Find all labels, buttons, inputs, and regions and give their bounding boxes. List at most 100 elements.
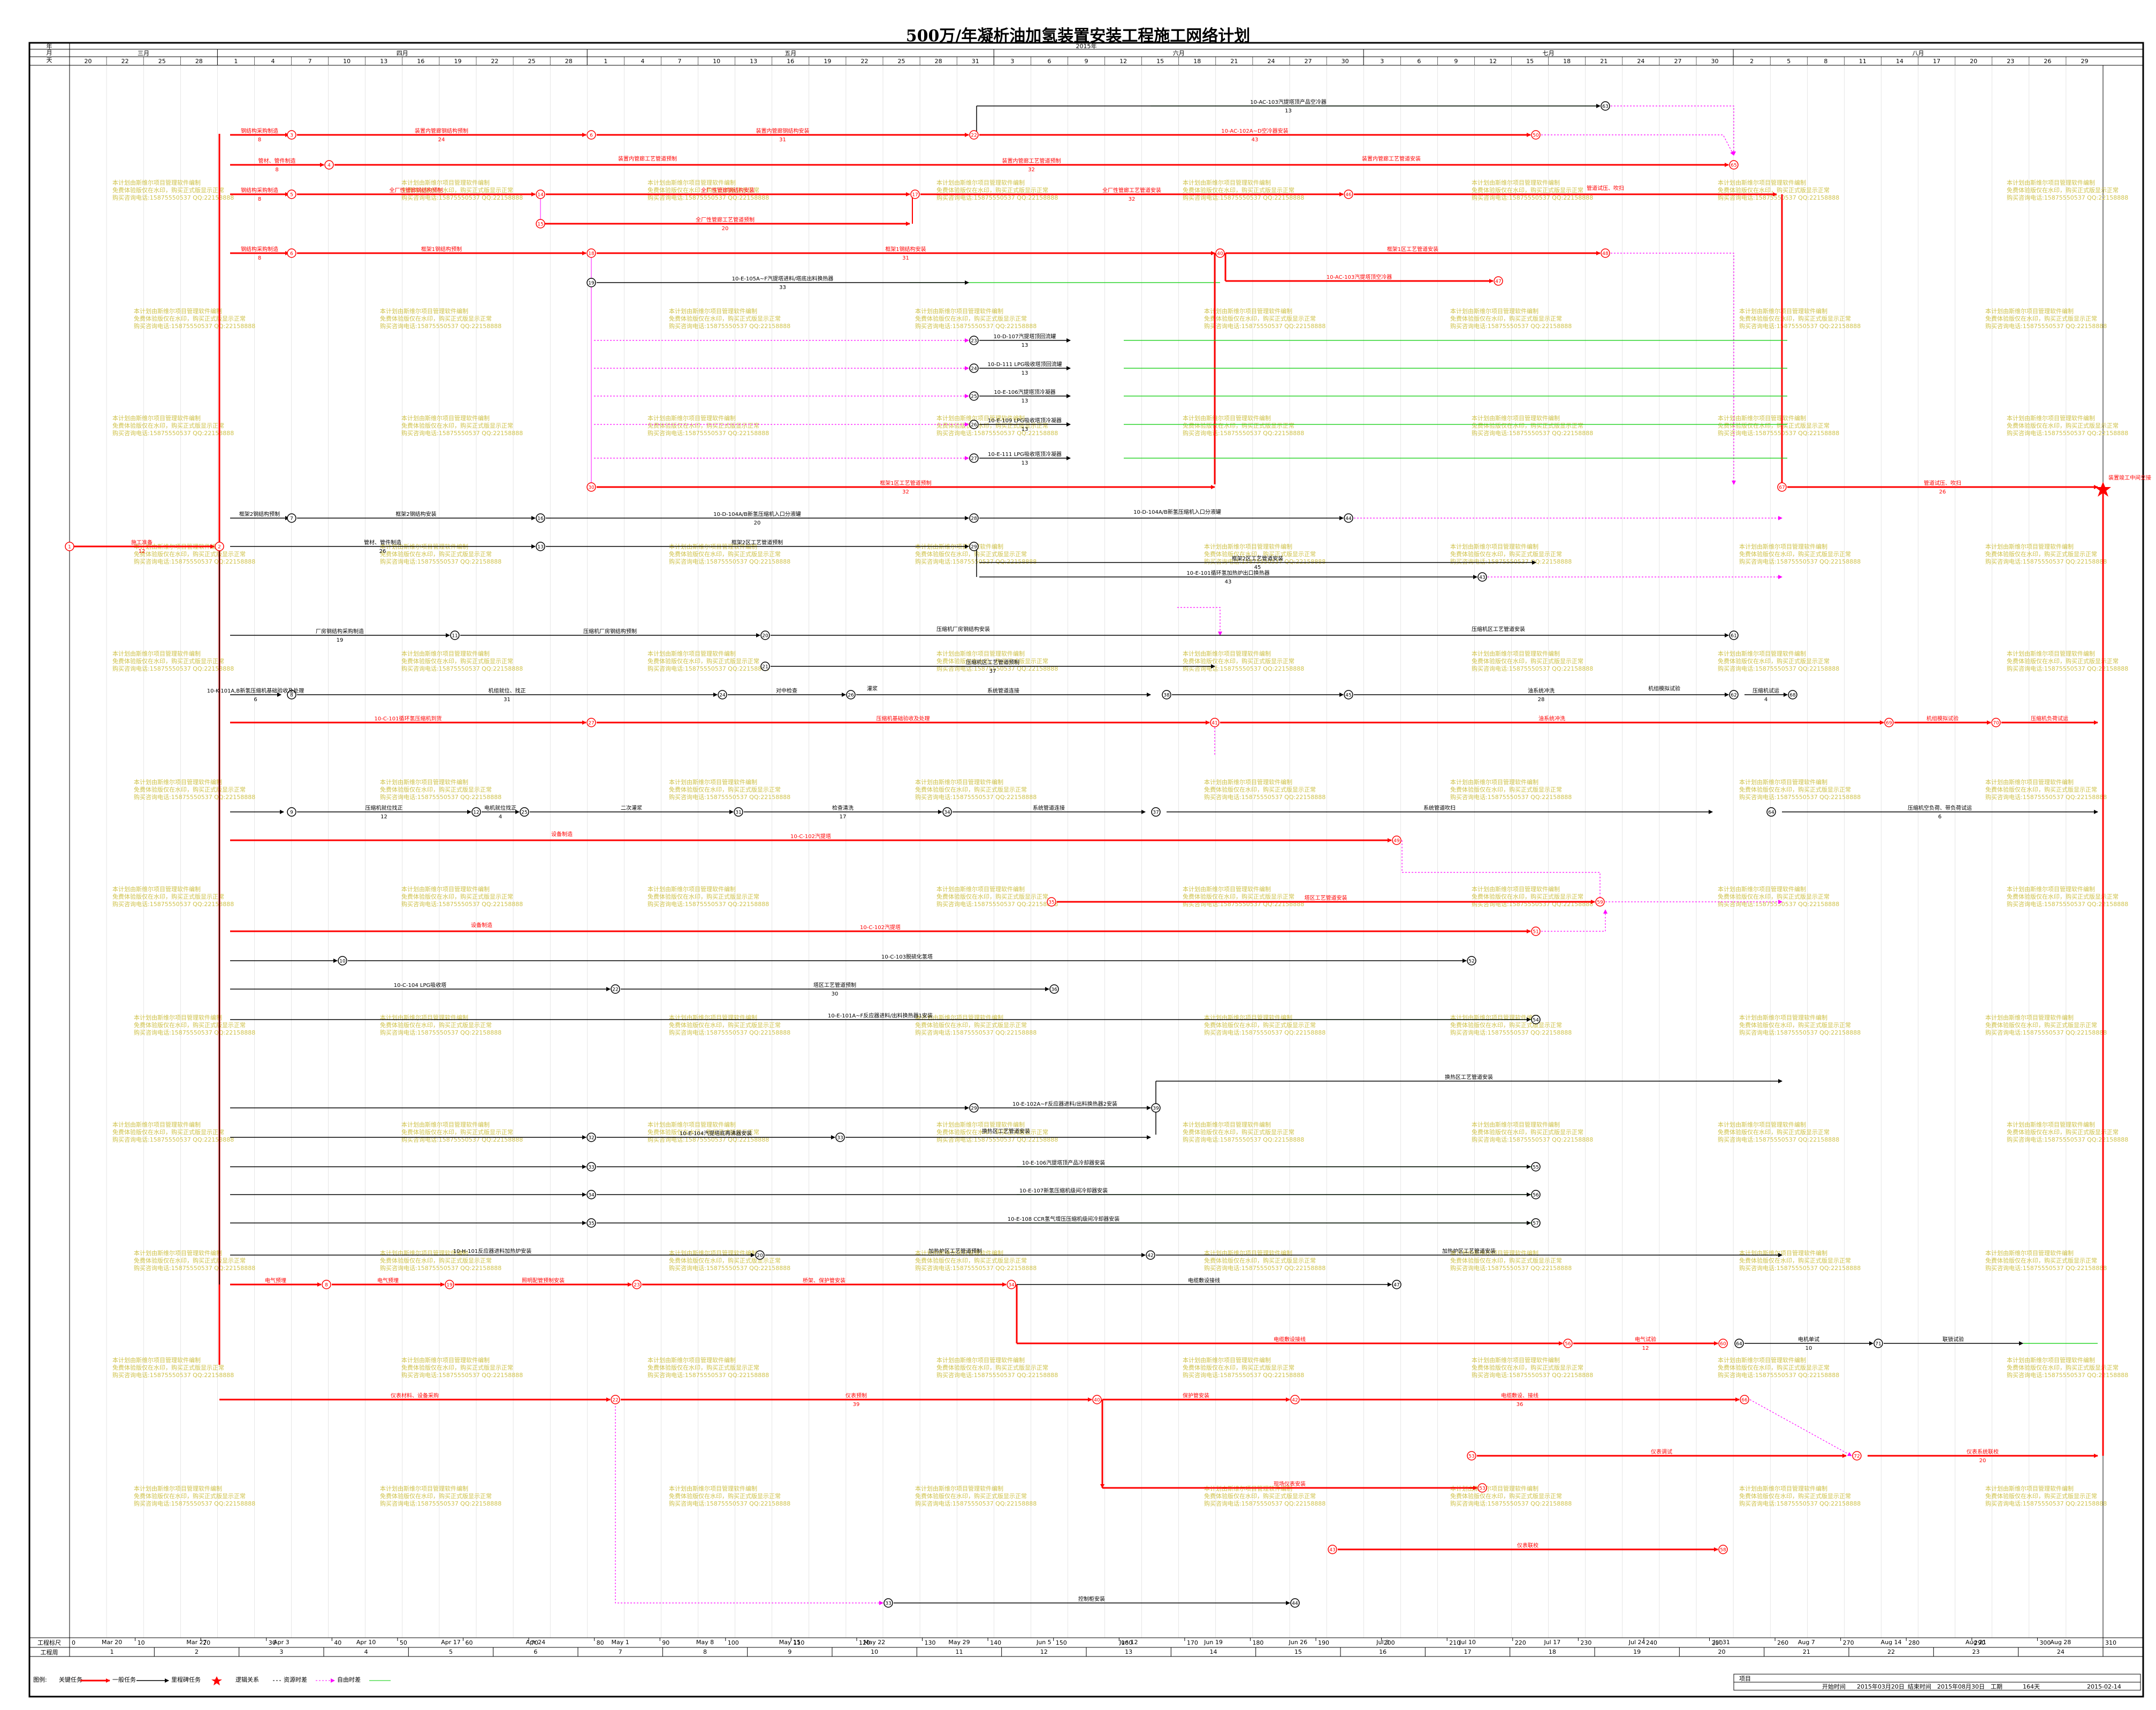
event-node[interactable] bbox=[1991, 718, 2001, 727]
event-node[interactable] bbox=[338, 956, 347, 966]
event-node[interactable] bbox=[287, 189, 296, 199]
event-node[interactable] bbox=[1344, 513, 1353, 523]
event-node[interactable] bbox=[536, 542, 545, 551]
event-node[interactable] bbox=[969, 336, 979, 345]
event-node[interactable] bbox=[586, 1218, 596, 1228]
event-node[interactable] bbox=[1601, 248, 1610, 258]
event-node[interactable] bbox=[586, 130, 596, 140]
event-node[interactable] bbox=[1563, 1339, 1573, 1348]
event-node[interactable] bbox=[324, 160, 334, 170]
event-node[interactable] bbox=[445, 1280, 454, 1289]
event-node[interactable] bbox=[969, 542, 979, 551]
event-node[interactable] bbox=[471, 807, 481, 817]
event-node[interactable] bbox=[586, 1190, 596, 1199]
event-node[interactable] bbox=[1146, 1250, 1155, 1260]
event-node[interactable] bbox=[287, 513, 296, 523]
event-node[interactable] bbox=[1601, 101, 1610, 111]
event-node[interactable] bbox=[1467, 1451, 1476, 1461]
event-node[interactable] bbox=[536, 189, 545, 199]
event-node[interactable] bbox=[1729, 690, 1739, 700]
event-node[interactable] bbox=[1007, 1280, 1016, 1289]
watermark-text: 本计划由斯维尔项目管理软件编制 bbox=[1472, 1356, 1560, 1364]
event-node[interactable] bbox=[1595, 897, 1605, 907]
event-node[interactable] bbox=[1734, 1339, 1744, 1348]
event-node[interactable] bbox=[322, 1280, 331, 1289]
event-node[interactable] bbox=[969, 363, 979, 373]
event-node[interactable] bbox=[1718, 1545, 1728, 1554]
event-node[interactable] bbox=[586, 482, 596, 492]
event-node[interactable] bbox=[586, 1162, 596, 1172]
event-node[interactable] bbox=[1049, 984, 1059, 994]
event-node[interactable] bbox=[942, 807, 952, 817]
event-node[interactable] bbox=[1162, 690, 1171, 700]
event-node[interactable] bbox=[718, 690, 727, 700]
event-node[interactable] bbox=[1151, 807, 1161, 817]
event-node[interactable] bbox=[760, 662, 770, 671]
event-node[interactable] bbox=[1047, 897, 1056, 907]
event-node-number: 58 bbox=[1720, 1548, 1726, 1553]
event-node[interactable] bbox=[1392, 1280, 1401, 1289]
event-node[interactable] bbox=[1344, 189, 1353, 199]
watermark-text: 本计划由斯维尔项目管理软件编制 bbox=[1183, 414, 1271, 422]
event-node[interactable] bbox=[611, 1395, 620, 1404]
event-node[interactable] bbox=[1718, 1339, 1728, 1348]
event-node[interactable] bbox=[760, 630, 770, 640]
event-node[interactable] bbox=[1766, 807, 1776, 817]
event-node[interactable] bbox=[883, 1598, 893, 1608]
event-node[interactable] bbox=[734, 807, 743, 817]
event-node[interactable] bbox=[1215, 248, 1225, 258]
event-node[interactable] bbox=[520, 807, 529, 817]
event-node[interactable] bbox=[1873, 1339, 1883, 1348]
event-node[interactable] bbox=[1477, 1483, 1487, 1493]
event-node[interactable] bbox=[450, 630, 460, 640]
event-node[interactable] bbox=[1884, 718, 1894, 727]
event-node[interactable] bbox=[910, 189, 920, 199]
event-node[interactable] bbox=[835, 1133, 845, 1142]
event-node[interactable] bbox=[1328, 1545, 1337, 1554]
event-node[interactable] bbox=[969, 130, 979, 140]
event-node[interactable] bbox=[1290, 1598, 1300, 1608]
event-node[interactable] bbox=[1467, 956, 1476, 966]
event-node[interactable] bbox=[1531, 1190, 1541, 1199]
event-node[interactable] bbox=[536, 219, 545, 229]
event-node[interactable] bbox=[287, 807, 296, 817]
event-node[interactable] bbox=[287, 248, 296, 258]
event-node[interactable] bbox=[586, 718, 596, 727]
event-node[interactable] bbox=[969, 1103, 979, 1113]
event-node[interactable] bbox=[1729, 160, 1739, 170]
event-node[interactable] bbox=[611, 984, 620, 994]
event-node[interactable] bbox=[1344, 690, 1353, 700]
event-node[interactable] bbox=[65, 542, 74, 551]
event-node[interactable] bbox=[586, 278, 596, 287]
event-node[interactable] bbox=[586, 1133, 596, 1142]
event-node[interactable] bbox=[215, 542, 224, 551]
event-node[interactable] bbox=[969, 453, 979, 463]
event-node[interactable] bbox=[1531, 1015, 1541, 1024]
event-node[interactable] bbox=[632, 1280, 642, 1289]
event-node[interactable] bbox=[1531, 926, 1541, 936]
event-node[interactable] bbox=[1477, 572, 1487, 582]
event-node[interactable] bbox=[586, 248, 596, 258]
event-node[interactable] bbox=[287, 130, 296, 140]
event-node[interactable] bbox=[1290, 1395, 1300, 1404]
event-node[interactable] bbox=[846, 690, 856, 700]
event-node[interactable] bbox=[1494, 276, 1503, 286]
event-node[interactable] bbox=[755, 1250, 765, 1260]
event-node[interactable] bbox=[969, 513, 979, 523]
event-node[interactable] bbox=[1210, 718, 1220, 727]
event-node[interactable] bbox=[1531, 1162, 1541, 1172]
event-node[interactable] bbox=[1531, 130, 1541, 140]
event-node[interactable] bbox=[1740, 1395, 1749, 1404]
event-node[interactable] bbox=[1531, 1218, 1541, 1228]
event-node[interactable] bbox=[1777, 482, 1787, 492]
event-node[interactable] bbox=[536, 513, 545, 523]
event-node[interactable] bbox=[969, 420, 979, 429]
event-node[interactable] bbox=[287, 690, 296, 700]
event-node[interactable] bbox=[1092, 1395, 1102, 1404]
event-node[interactable] bbox=[1392, 835, 1401, 845]
event-node[interactable] bbox=[1151, 1103, 1161, 1113]
event-node[interactable] bbox=[1729, 630, 1739, 640]
event-node[interactable] bbox=[1788, 690, 1797, 700]
event-node[interactable] bbox=[1852, 1451, 1862, 1461]
event-node[interactable] bbox=[969, 391, 979, 401]
